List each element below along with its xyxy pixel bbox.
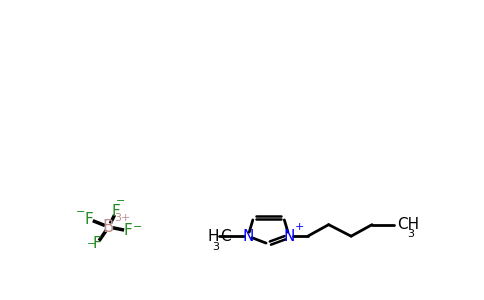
Text: 3: 3 (212, 242, 219, 252)
Text: H: H (208, 229, 219, 244)
Text: F: F (92, 236, 101, 251)
Text: 3: 3 (408, 229, 414, 239)
Text: C: C (220, 229, 231, 244)
Text: +: + (295, 222, 304, 232)
Text: CH: CH (397, 217, 419, 232)
Text: F: F (112, 204, 121, 219)
Text: −: − (87, 239, 96, 249)
Text: −: − (132, 222, 142, 232)
Text: B: B (103, 218, 114, 236)
Text: N: N (284, 229, 295, 244)
Text: −: − (116, 196, 125, 206)
Text: F: F (123, 223, 132, 238)
Text: F: F (85, 212, 93, 227)
Text: N: N (242, 229, 254, 244)
Text: 3+: 3+ (114, 213, 130, 223)
Text: −: − (76, 207, 85, 217)
